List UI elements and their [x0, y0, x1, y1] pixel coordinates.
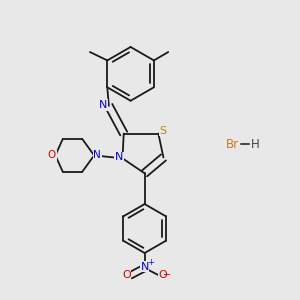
Text: N: N: [115, 152, 123, 163]
Text: N: N: [93, 150, 101, 161]
Text: N: N: [140, 262, 149, 272]
Text: S: S: [159, 126, 167, 136]
Text: O: O: [122, 270, 131, 280]
Text: H: H: [251, 137, 260, 151]
Text: O: O: [158, 270, 167, 280]
Text: Br: Br: [226, 137, 239, 151]
Text: N: N: [99, 100, 107, 110]
Text: +: +: [147, 258, 154, 267]
Text: O: O: [48, 150, 56, 161]
Text: −: −: [163, 269, 171, 280]
